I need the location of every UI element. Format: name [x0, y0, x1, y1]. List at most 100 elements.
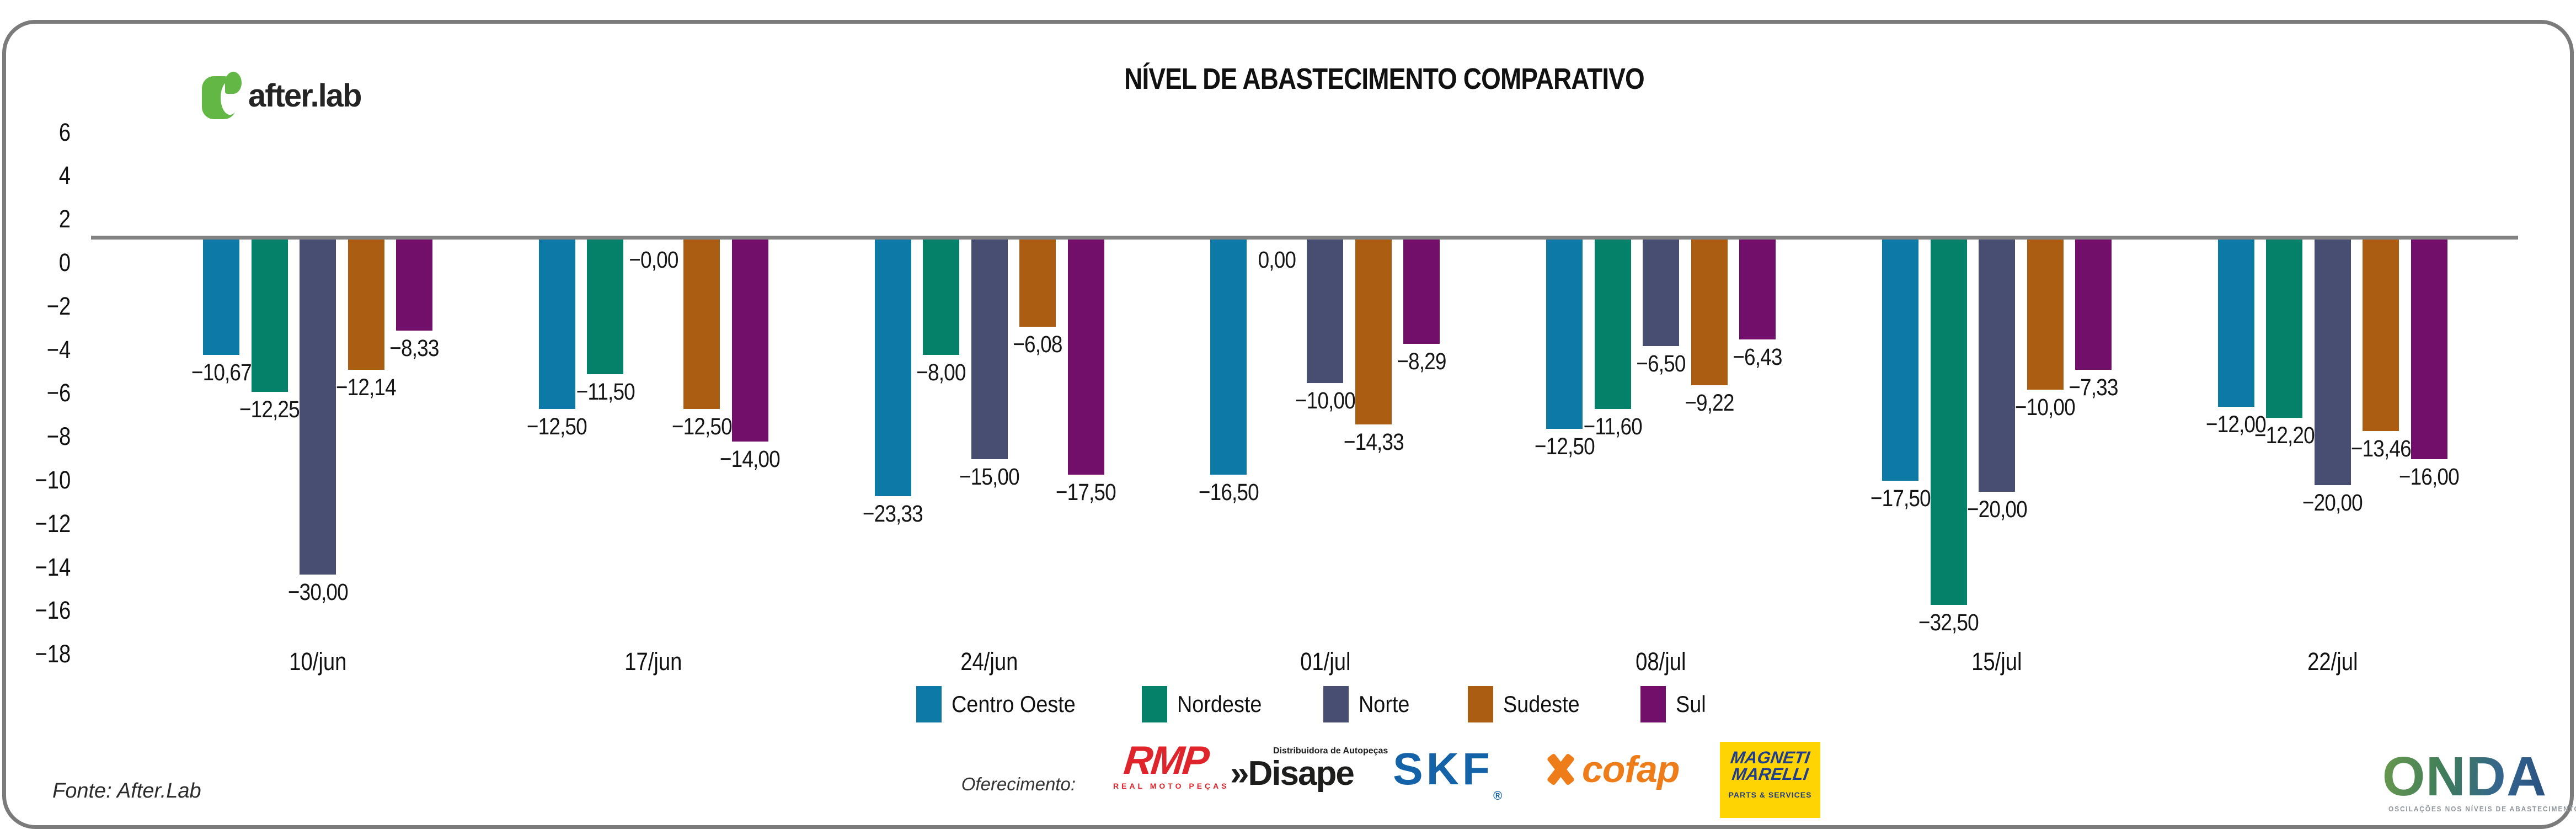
- disape-logo-text: »Disape: [1230, 754, 1355, 793]
- legend-item-sudeste: Sudeste: [1468, 686, 1588, 722]
- afterlab-logo: after.lab: [202, 70, 367, 122]
- bar-sul-01-jul: [1403, 240, 1440, 344]
- value-label-sul-24-jun: −17,50: [1056, 479, 1116, 506]
- sponsorship-label: Oferecimento:: [961, 774, 1076, 794]
- legend-item-centro-oeste: Centro Oeste: [916, 686, 1089, 722]
- bar-norte-24-jun: [971, 240, 1008, 459]
- legend-label: Norte: [1359, 691, 1410, 717]
- value-label-centro-oeste-10-jun: −10,67: [191, 359, 252, 386]
- skf-registered-mark: ®: [1493, 789, 1503, 803]
- value-label-norte-24-jun: −15,00: [959, 463, 1020, 490]
- value-label-norte-17-jun: −0,00: [629, 247, 678, 273]
- bar-sul-10-jun: [396, 240, 432, 331]
- value-label-norte-08-jul: −6,50: [1636, 350, 1686, 378]
- y-tick-label: 2: [58, 205, 71, 233]
- disape-logo-tagline: Distribuidora de Autopeças: [1273, 746, 1388, 756]
- legend-label: Sudeste: [1503, 691, 1580, 717]
- value-label-sudeste-22-jul: −13,46: [2350, 435, 2412, 462]
- onda-logo-tagline: OSCILAÇÕES NOS NÍVEIS DE ABASTECIMENTO E…: [2388, 805, 2576, 813]
- y-tick-label: −18: [35, 640, 71, 668]
- cofap-logo-text: cofap: [1582, 748, 1680, 790]
- bar-sudeste-17-jun: [683, 240, 720, 410]
- value-label-sudeste-08-jul: −9,22: [1685, 389, 1734, 416]
- baseline-axis-line: [91, 236, 2518, 240]
- legend-label: Centro Oeste: [952, 691, 1076, 717]
- value-label-centro-oeste-15-jul: −17,50: [1870, 485, 1931, 512]
- legend-swatch-icon: [1468, 686, 1494, 722]
- magneti-line1: MAGNETI: [1729, 748, 1811, 767]
- bar-norte-22-jul: [2314, 240, 2351, 486]
- value-label-centro-oeste-24-jun: −23,33: [863, 500, 923, 527]
- value-label-nordeste-10-jun: −12,25: [239, 396, 300, 423]
- bar-nordeste-17-jun: [587, 240, 624, 375]
- bar-sudeste-10-jun: [348, 240, 384, 370]
- bar-sul-17-jun: [731, 240, 768, 442]
- y-tick-label: −4: [46, 335, 71, 364]
- x-category-label-01-jul: 01/jul: [1300, 647, 1351, 676]
- x-category-label-15-jul: 15/jul: [1971, 647, 2022, 676]
- rmp-logo-subtitle: REAL MOTO PEÇAS: [1113, 782, 1230, 790]
- disape-logo: Distribuidora de Autopeças »Disape: [1230, 746, 1388, 793]
- value-label-nordeste-01-jul: 0,00: [1258, 247, 1296, 273]
- bar-sul-08-jul: [1739, 240, 1776, 340]
- bar-centro-oeste-22-jul: [2217, 240, 2254, 407]
- afterlab-logo-text: after.lab: [248, 78, 362, 114]
- source-note: Fonte: After.Lab: [52, 779, 201, 803]
- bar-norte-01-jul: [1307, 240, 1344, 384]
- disape-chevrons-icon: »: [1230, 754, 1249, 793]
- bar-norte-08-jul: [1643, 240, 1680, 347]
- legend: Centro Oeste Nordeste Norte Sudeste Sul: [0, 686, 2576, 722]
- value-label-sudeste-24-jun: −6,08: [1013, 331, 1062, 358]
- value-label-nordeste-08-jul: −11,60: [1583, 413, 1643, 440]
- magneti-subtitle: PARTS & SERVICES: [1728, 790, 1812, 799]
- bar-centro-oeste-15-jul: [1882, 240, 1918, 481]
- legend-swatch-icon: [1640, 686, 1666, 722]
- bar-centro-oeste-24-jun: [874, 240, 911, 496]
- value-label-sudeste-01-jul: −14,33: [1343, 428, 1404, 455]
- bar-centro-oeste-10-jun: [203, 240, 239, 355]
- skf-logo: SKF®: [1393, 746, 1502, 803]
- y-tick-label: 0: [58, 248, 71, 277]
- bar-sudeste-24-jun: [1019, 240, 1056, 327]
- bar-centro-oeste-08-jul: [1546, 240, 1583, 429]
- value-label-sul-08-jul: −6,43: [1733, 344, 1783, 371]
- x-category-label-08-jul: 08/jul: [1636, 647, 1686, 676]
- value-label-nordeste-17-jun: −11,50: [576, 379, 635, 406]
- value-label-sul-01-jul: −8,29: [1397, 348, 1447, 375]
- value-label-centro-oeste-22-jul: −12,00: [2206, 411, 2267, 438]
- bar-sul-22-jul: [2411, 240, 2447, 459]
- y-tick-label: 6: [58, 118, 71, 146]
- cofap-x-icon: [1544, 752, 1576, 787]
- legend-swatch-icon: [916, 686, 942, 722]
- magneti-line2: MARELLI: [1730, 764, 1810, 784]
- magneti-marelli-logo: MAGNETI MARELLI PARTS & SERVICES: [1720, 742, 1820, 818]
- y-tick-label: −14: [35, 552, 71, 581]
- bar-sudeste-15-jul: [2027, 240, 2064, 390]
- value-label-sudeste-10-jun: −12,14: [336, 374, 397, 401]
- x-category-label-24-jun: 24/jun: [960, 647, 1018, 676]
- value-label-norte-10-jun: −30,00: [287, 578, 349, 605]
- y-tick-label: −6: [46, 379, 71, 407]
- bar-norte-10-jun: [300, 240, 336, 575]
- value-label-centro-oeste-01-jul: −16,50: [1198, 479, 1259, 506]
- y-tick-label: −2: [46, 291, 71, 320]
- legend-item-nordeste: Nordeste: [1141, 686, 1271, 722]
- y-tick-label: −12: [35, 509, 71, 538]
- legend-swatch-icon: [1323, 686, 1349, 722]
- value-label-nordeste-24-jun: −8,00: [916, 359, 966, 386]
- bar-nordeste-10-jun: [251, 240, 288, 392]
- bar-sudeste-01-jul: [1355, 240, 1392, 424]
- legend-item-norte: Norte: [1323, 686, 1415, 722]
- legend-label: Nordeste: [1177, 691, 1262, 717]
- value-label-nordeste-15-jul: −32,50: [1918, 609, 1979, 636]
- y-tick-label: −16: [35, 596, 71, 625]
- legend-item-sul: Sul: [1640, 686, 1709, 722]
- skf-logo-text: SKF: [1393, 744, 1493, 794]
- bar-nordeste-15-jul: [1930, 240, 1967, 605]
- bar-nordeste-22-jul: [2266, 240, 2303, 418]
- value-label-nordeste-22-jul: −12,20: [2254, 422, 2315, 449]
- value-label-norte-22-jul: −20,00: [2302, 490, 2363, 517]
- bar-sul-15-jul: [2075, 240, 2112, 370]
- onda-logo-text: ONDA: [2382, 746, 2547, 807]
- x-category-label-10-jun: 10/jun: [288, 647, 347, 676]
